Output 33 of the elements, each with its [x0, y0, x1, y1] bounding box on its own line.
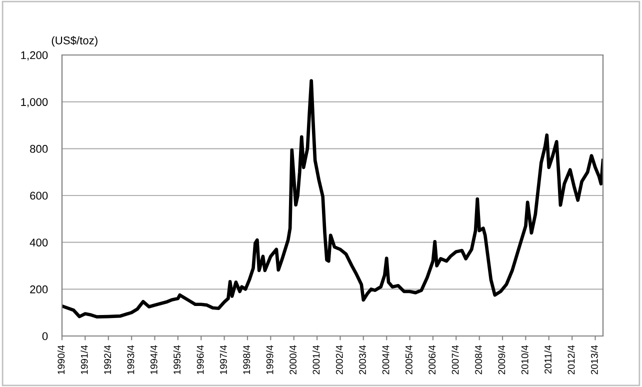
x-tick-label: 2001/4: [312, 345, 320, 374]
y-tick-label: 200: [30, 285, 48, 294]
x-tick-label: 2005/4: [405, 345, 412, 374]
x-tick-label: 2006/4: [428, 345, 436, 374]
x-tick-label: 1999/4: [266, 345, 274, 374]
y-tick-label: 800: [30, 144, 48, 153]
x-tick-label: 2013/4: [590, 345, 598, 374]
line-series: [62, 79, 603, 318]
x-tick-label: 1990/4: [57, 345, 65, 374]
y-tick-label: 600: [30, 192, 48, 200]
x-tick-label: 2009/4: [498, 345, 506, 374]
x-tick-label: 2004/4: [382, 345, 390, 374]
x-tick-label: 2000/4: [289, 345, 296, 374]
x-tick-label: 2008/4: [474, 345, 482, 374]
x-tick-label: 1991/4: [80, 345, 88, 374]
x-tick-label: 2011/4: [544, 345, 552, 374]
x-tick-label: 2003/4: [358, 345, 366, 374]
x-tick-label: 2010/4: [521, 345, 528, 374]
x-tick-label: 1995/4: [173, 345, 181, 374]
y-axis-title: (US$/toz): [52, 36, 98, 47]
x-tick-label: 1992/4: [104, 345, 112, 374]
x-tick-label: 1996/4: [196, 345, 204, 374]
x-tick-label: 2002/4: [336, 345, 343, 374]
y-tick-label: 0: [42, 332, 48, 340]
x-tick-label: 1994/4: [150, 345, 158, 374]
y-tick-label: 1,000: [21, 98, 48, 108]
x-tick-label: 1997/4: [220, 345, 227, 374]
x-tick-label: 1998/4: [242, 345, 250, 374]
x-tick-label: 2012/4: [568, 345, 575, 374]
x-tick-label: 1993/4: [127, 345, 134, 374]
x-tick-label: 2007/4: [452, 345, 459, 374]
y-tick-label: 400: [30, 238, 48, 246]
y-tick-label: 1,200: [21, 51, 48, 60]
